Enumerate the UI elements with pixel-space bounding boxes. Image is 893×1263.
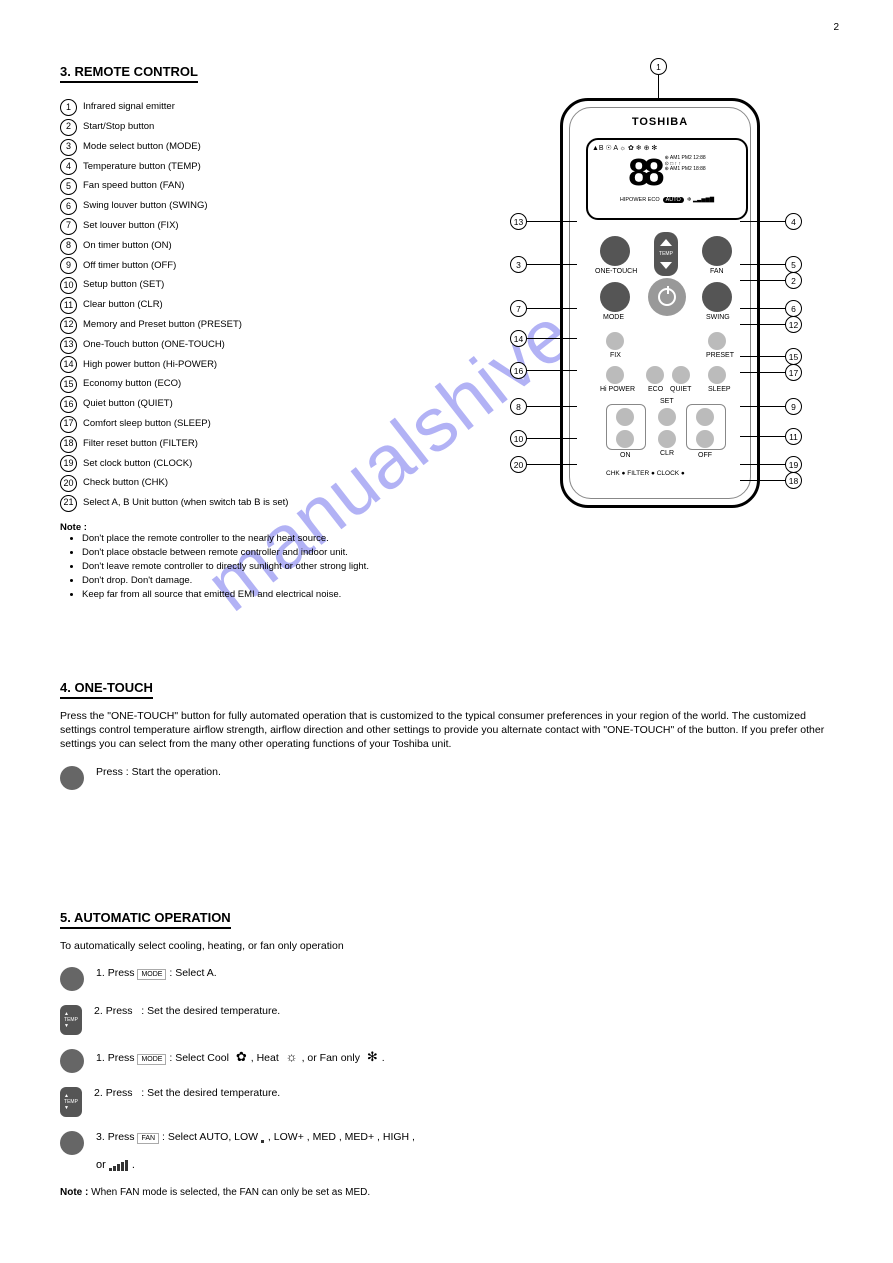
section4-step1: Press : Start the operation.: [96, 766, 221, 778]
callout-num: 5: [785, 256, 802, 273]
list-item: 15Economy button (ECO): [60, 376, 450, 393]
list-item: 9Off timer button (OFF): [60, 257, 450, 274]
callout-num: 7: [510, 300, 527, 317]
callout-1: 1: [650, 58, 667, 75]
callout-num: 4: [785, 213, 802, 230]
fan-btn-icon: [60, 1131, 84, 1155]
callout-num: 6: [785, 300, 802, 317]
section-one-touch: 4. ONE-TOUCH Press the "ONE-TOUCH" butto…: [60, 680, 830, 790]
remote-brand: TOSHIBA: [570, 116, 750, 128]
section-remote-control: 3. REMOTE CONTROL 1Infrared signal emitt…: [60, 64, 450, 603]
list-item: 7Set louver button (FIX): [60, 218, 450, 235]
list-item: 17Comfort sleep button (SLEEP): [60, 416, 450, 433]
list-item: 11Clear button (CLR): [60, 297, 450, 314]
remote-item-list: 1Infrared signal emitter 2Start/Stop butt…: [60, 99, 450, 512]
section5-title: 5. AUTOMATIC OPERATION: [60, 910, 231, 929]
list-item: 18Filter reset button (FILTER): [60, 436, 450, 453]
section5-note-body: When FAN mode is selected, the FAN can o…: [91, 1187, 370, 1198]
list-item: 10Setup button (SET): [60, 277, 450, 294]
callout-num: 19: [785, 456, 802, 473]
callout-num: 13: [510, 213, 527, 230]
temp-btn-icon-2: ▲TEMP▼: [60, 1087, 82, 1117]
list-item: 5Fan speed button (FAN): [60, 178, 450, 195]
mode-btn-icon: [60, 967, 84, 991]
callout-num: 18: [785, 472, 802, 489]
callout-num: 12: [785, 316, 802, 333]
callout-num: 2: [785, 272, 802, 289]
list-item: 2Start/Stop button: [60, 119, 450, 136]
callout-num: 10: [510, 430, 527, 447]
callout-num: 14: [510, 330, 527, 347]
list-item: 1Infrared signal emitter: [60, 99, 450, 116]
list-item: 8On timer button (ON): [60, 238, 450, 255]
callout-num: 8: [510, 398, 527, 415]
mode-btn-icon-2: [60, 1049, 84, 1073]
section5-intro: To automatically select cooling, heating…: [60, 939, 830, 953]
list-item: 16Quiet button (QUIET): [60, 396, 450, 413]
list-item: 3Mode select button (MODE): [60, 139, 450, 156]
temp-btn-icon: ▲TEMP▼: [60, 1005, 82, 1035]
callout-num: 20: [510, 456, 527, 473]
onetouch-btn-icon: [60, 766, 84, 790]
page-number: 2: [833, 22, 839, 33]
callout-num: 11: [785, 428, 802, 445]
section-automatic-operation: 5. AUTOMATIC OPERATION To automatically …: [60, 910, 830, 1198]
list-item: 13One-Touch button (ONE-TOUCH): [60, 337, 450, 354]
list-item: 19Set clock button (CLOCK): [60, 455, 450, 472]
section3-title: 3. REMOTE CONTROL: [60, 64, 198, 83]
list-item: 12Memory and Preset button (PRESET): [60, 317, 450, 334]
callout-num: 3: [510, 256, 527, 273]
list-item: 20Check button (CHK): [60, 475, 450, 492]
callout-num: 9: [785, 398, 802, 415]
remote-illustration: 1 TOSHIBA ▲B ☉ A ☼ ✿ ❄ ⊕ ✻ 88 ⊕ AM1 PM2 …: [490, 58, 820, 538]
note-header: Note :: [60, 522, 87, 533]
section4-intro: Press the "ONE-TOUCH" button for fully a…: [60, 709, 830, 752]
callout-num: 15: [785, 348, 802, 365]
list-item: 14High power button (Hi-POWER): [60, 356, 450, 373]
callout-num: 17: [785, 364, 802, 381]
section4-title: 4. ONE-TOUCH: [60, 680, 153, 699]
list-item: 21Select A, B Unit button (when switch t…: [60, 495, 450, 512]
callout-num: 16: [510, 362, 527, 379]
section5-note-title: Note :: [60, 1187, 88, 1198]
lcd-screen: ▲B ☉ A ☼ ✿ ❄ ⊕ ✻ 88 ⊕ AM1 PM2 12:88⊙ □ ↑…: [586, 138, 748, 220]
list-item: 4Temperature button (TEMP): [60, 158, 450, 175]
note-list: Don't place the remote controller to the…: [82, 533, 450, 600]
list-item: 6Swing louver button (SWING): [60, 198, 450, 215]
